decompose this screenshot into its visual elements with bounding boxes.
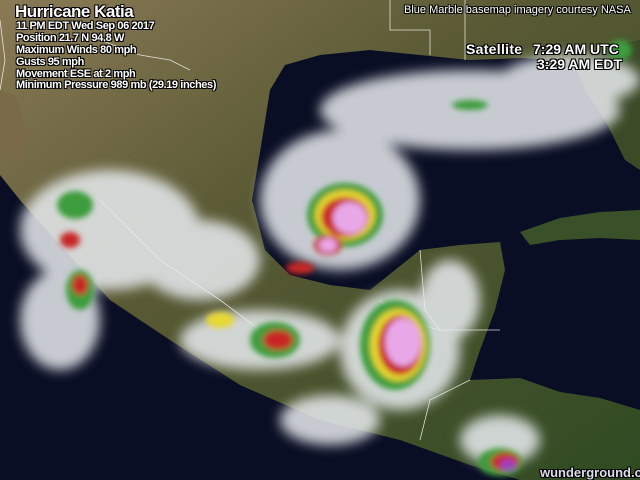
movement: Movement ESE at 2 mph [16,68,136,80]
storm-position: Position 21.7 N 94.8 W [16,32,124,44]
satellite-label: Satellite [466,41,523,57]
satellite-time-utc: 7:29 AM UTC [533,41,619,57]
land-cuba [520,210,640,245]
max-winds: Maximum Winds 80 mph [16,44,137,56]
imagery-credit: Blue Marble basemap imagery courtesy NAS… [404,4,631,16]
cloud-cover [20,55,640,465]
wunderground-watermark: wunderground.com [540,465,640,480]
satellite-time-edt: 3:29 AM EDT [537,56,623,72]
gusts: Gusts 95 mph [16,56,84,68]
advisory-time: 11 PM EDT Wed Sep 06 2017 [16,20,155,32]
min-pressure: Minimum Pressure 989 mb (29.19 inches) [16,79,216,91]
hurricane-katia-convection [307,183,383,255]
convection-cells [57,40,632,476]
land-baja [0,90,30,160]
storm-title: Hurricane Katia [15,2,134,21]
